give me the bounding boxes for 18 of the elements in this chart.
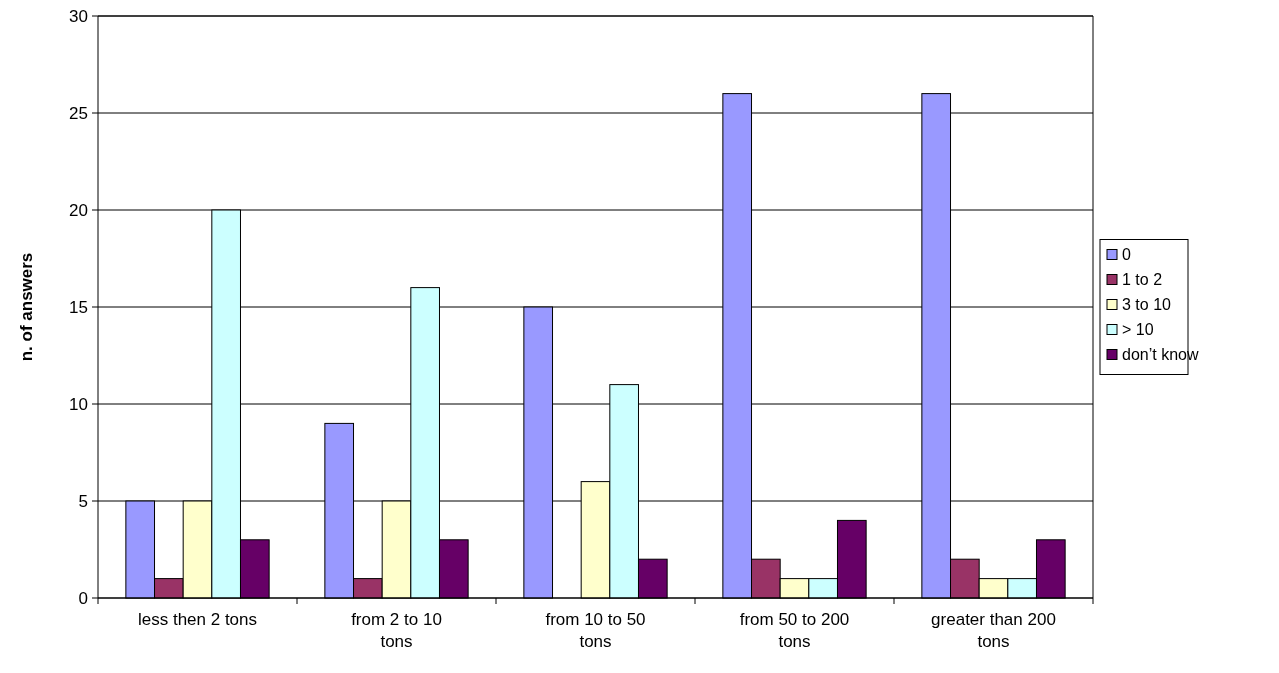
x-tick-label: from 10 to 50 tons [545,610,646,651]
x-tick-label: from 50 to 200 tons [739,610,850,651]
legend-label: 0 [1122,246,1131,264]
y-axis-title: n. of answers [17,252,36,362]
y-tick-label: 30 [69,6,88,26]
legend-label: 1 to 2 [1122,271,1163,289]
legend-label: don’t know [1122,346,1199,364]
y-tick-label: 0 [78,588,88,608]
x-tick-label: less then 2 tons [137,610,258,629]
y-tick-label: 20 [69,200,88,220]
y-tick-label: 25 [69,103,88,123]
x-tick-label: from 2 to 10 tons [351,610,442,651]
x-tick-label: greater than 200 tons [931,610,1056,651]
y-tick-label: 10 [69,394,88,414]
legend-label: > 10 [1122,321,1154,339]
y-tick-label: 15 [69,297,88,317]
y-tick-label: 5 [78,491,88,511]
legend-label: 3 to 10 [1122,296,1172,314]
